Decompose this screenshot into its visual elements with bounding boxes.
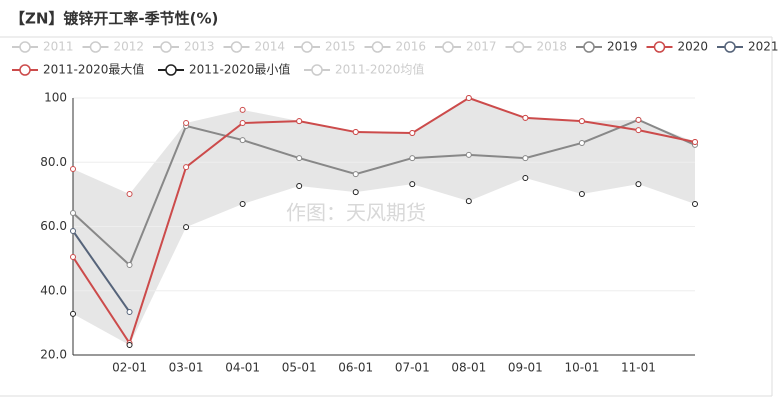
y-tick-label: 60.0 <box>40 219 67 233</box>
data-point <box>70 210 76 217</box>
x-tick-label: 11-01 <box>621 361 656 375</box>
data-point <box>692 201 698 208</box>
data-point <box>296 183 303 190</box>
legend-item: 2017 <box>466 40 497 54</box>
y-tick-label: 100 <box>44 91 67 105</box>
legend-item-icon <box>89 41 102 53</box>
legend-item: 2020 <box>678 40 709 54</box>
legend-item: 2014 <box>255 40 286 54</box>
data-point <box>352 129 359 136</box>
legend-item-icon <box>165 64 177 76</box>
legend-item-icon <box>19 64 31 76</box>
legend-item-icon <box>311 64 323 76</box>
watermark: 作图：天风期货 <box>286 201 426 225</box>
x-tick-label: 08-01 <box>451 361 486 375</box>
data-point <box>352 189 359 196</box>
legend-item: 2015 <box>325 40 356 54</box>
legend-item: 2011-2020最大值 <box>43 62 144 77</box>
data-point <box>239 120 246 127</box>
data-point <box>578 118 585 125</box>
legend-item-icon <box>230 41 243 53</box>
y-tick-label: 20.0 <box>40 348 67 362</box>
x-tick-label: 05-01 <box>282 361 317 375</box>
chart-title: 【ZN】镀锌开工率-季节性(%) <box>10 10 218 28</box>
x-tick-label: 03-01 <box>169 361 204 375</box>
legend-item: 2021 <box>748 40 779 54</box>
data-point <box>352 171 359 178</box>
data-point <box>522 114 529 121</box>
data-point <box>635 127 642 134</box>
series-line <box>72 230 131 313</box>
data-point <box>296 118 303 125</box>
data-point <box>635 116 642 123</box>
y-tick-label: 80.0 <box>40 155 67 169</box>
x-tick-label: 06-01 <box>338 361 373 375</box>
legend-item: 2012 <box>114 40 145 54</box>
data-point <box>70 227 76 234</box>
data-point <box>183 120 190 127</box>
legend-item-icon <box>19 41 31 53</box>
data-point <box>296 155 303 162</box>
legend-item: 2018 <box>537 40 568 54</box>
legend-item: 2011-2020均值 <box>335 62 424 77</box>
data-point <box>239 201 246 208</box>
series-line <box>72 118 696 267</box>
x-tick-label: 10-01 <box>564 361 599 375</box>
legend-item: 2019 <box>607 40 638 54</box>
data-point <box>465 198 472 205</box>
data-point <box>409 130 416 137</box>
series-line <box>72 96 696 346</box>
data-point <box>126 308 133 315</box>
legend-item: 2013 <box>184 40 215 54</box>
x-tick-label: 04-01 <box>225 361 260 375</box>
data-point <box>126 191 133 198</box>
x-tick-label: 09-01 <box>508 361 543 375</box>
data-point <box>522 174 529 181</box>
legend-item-icon <box>371 41 384 53</box>
legend-item: 2016 <box>396 40 427 54</box>
data-point <box>126 342 133 349</box>
data-point <box>578 139 585 146</box>
legend-item-icon <box>583 41 595 53</box>
legend-item-icon <box>724 41 736 53</box>
data-point <box>409 155 416 162</box>
data-point <box>409 181 416 188</box>
data-point <box>465 151 472 158</box>
data-point <box>183 164 190 171</box>
data-point <box>239 137 246 144</box>
legend-item-icon <box>512 41 525 53</box>
data-point <box>239 106 246 113</box>
data-point <box>70 254 76 261</box>
data-point <box>70 310 76 317</box>
legend-item-icon <box>653 41 666 53</box>
data-point <box>522 155 529 162</box>
data-point <box>692 139 698 146</box>
data-point <box>465 95 472 101</box>
legend-item-icon <box>442 41 454 53</box>
legend-item: 2011 <box>43 40 74 54</box>
x-tick-label: 02-01 <box>112 361 147 375</box>
legend-item: 2011-2020最小值 <box>189 62 290 77</box>
data-point <box>126 262 133 269</box>
range-band <box>73 98 695 346</box>
data-point <box>635 181 642 188</box>
legend-item-icon <box>160 41 172 53</box>
data-point <box>70 165 76 172</box>
data-point <box>578 191 585 198</box>
legend-item-icon <box>301 41 313 53</box>
data-point <box>183 224 190 231</box>
x-tick-label: 07-01 <box>395 361 430 375</box>
y-tick-label: 40.0 <box>40 283 67 297</box>
plot-area: 20.0 40.0 60.0 80.0 100 02-01 03-01 04-01 05-01 0… <box>12 40 779 375</box>
